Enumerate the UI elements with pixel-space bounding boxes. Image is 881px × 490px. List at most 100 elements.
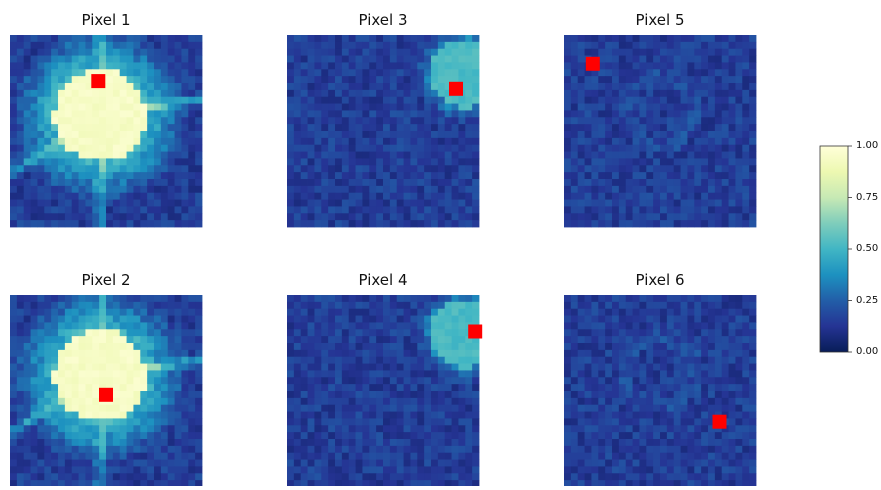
heatmap-cell bbox=[465, 83, 473, 91]
heatmap-cell bbox=[742, 76, 750, 84]
heatmap-cell bbox=[71, 69, 79, 77]
heatmap-cell bbox=[355, 391, 363, 399]
heatmap-cell bbox=[30, 83, 38, 91]
heatmap-cell bbox=[396, 404, 404, 412]
heatmap-cell bbox=[632, 363, 640, 371]
heatmap-cell bbox=[30, 397, 38, 406]
heatmap-cell bbox=[355, 165, 363, 173]
heatmap-cell bbox=[646, 213, 654, 221]
heatmap-cell bbox=[451, 418, 459, 426]
heatmap-cell bbox=[78, 466, 86, 474]
heatmap-cell bbox=[23, 349, 31, 358]
heatmap-cell bbox=[458, 349, 466, 358]
heatmap-cell bbox=[23, 76, 31, 84]
heatmap-cell bbox=[314, 165, 322, 173]
heatmap-cell bbox=[64, 384, 73, 392]
heatmap-cell bbox=[64, 363, 73, 371]
heatmap-cell bbox=[85, 62, 93, 70]
heatmap-cell bbox=[195, 117, 203, 125]
heatmap-cell bbox=[85, 322, 93, 330]
heatmap-cell bbox=[577, 48, 585, 56]
heatmap-cell bbox=[424, 185, 432, 194]
heatmap-cell bbox=[742, 329, 750, 337]
heatmap-cell bbox=[348, 432, 356, 440]
heatmap-cell bbox=[23, 411, 31, 419]
heatmap-cell bbox=[44, 343, 52, 351]
heatmap-cell bbox=[58, 199, 66, 207]
heatmap-cell bbox=[293, 397, 302, 406]
heatmap-cell bbox=[591, 439, 599, 447]
heatmap-cell bbox=[687, 343, 695, 351]
heatmap-cell bbox=[321, 301, 329, 310]
heatmap-cell bbox=[403, 76, 411, 84]
heatmap-cell bbox=[160, 137, 169, 146]
heatmap-cell bbox=[735, 452, 743, 460]
heatmap-cell bbox=[701, 308, 709, 316]
heatmap-cell bbox=[369, 363, 377, 371]
heatmap-cell bbox=[653, 370, 661, 378]
heatmap-cell bbox=[666, 96, 675, 104]
heatmap-cell bbox=[10, 165, 18, 173]
heatmap-cell bbox=[472, 96, 480, 104]
heatmap-cell bbox=[444, 179, 452, 187]
heatmap-cell bbox=[335, 473, 343, 481]
heatmap-cell bbox=[355, 151, 363, 159]
heatmap-cell bbox=[16, 89, 25, 98]
heatmap-cell bbox=[451, 391, 459, 399]
heatmap-cell bbox=[16, 384, 25, 392]
heatmap-cell bbox=[126, 315, 134, 323]
heatmap-cell bbox=[369, 329, 377, 337]
heatmap-cell bbox=[666, 192, 675, 200]
heatmap-cell bbox=[742, 220, 750, 228]
heatmap-cell bbox=[694, 35, 702, 43]
heatmap-cell bbox=[570, 48, 579, 56]
heatmap-cell bbox=[728, 349, 736, 358]
heatmap-cell bbox=[570, 466, 579, 474]
heatmap-cell bbox=[10, 76, 18, 84]
heatmap-cell bbox=[653, 466, 661, 474]
heatmap-cell bbox=[23, 62, 31, 70]
heatmap-cell bbox=[16, 432, 25, 440]
heatmap-cell bbox=[673, 418, 681, 426]
heatmap-cell bbox=[403, 425, 411, 433]
heatmap-cell bbox=[51, 370, 59, 378]
heatmap-cell bbox=[328, 349, 336, 358]
heatmap-cell bbox=[78, 473, 86, 481]
heatmap-cell bbox=[140, 144, 148, 152]
heatmap-cell bbox=[85, 308, 93, 316]
heatmap-cell bbox=[728, 69, 736, 77]
heatmap-cell bbox=[188, 452, 196, 460]
heatmap-cell bbox=[749, 35, 757, 43]
heatmap-cell bbox=[174, 480, 182, 488]
heatmap-cell bbox=[160, 76, 169, 84]
heatmap-cell bbox=[341, 445, 350, 454]
heatmap-cell bbox=[92, 89, 100, 98]
heatmap-cell bbox=[389, 384, 398, 392]
heatmap-cell bbox=[639, 459, 647, 467]
heatmap-cell bbox=[293, 131, 302, 139]
heatmap-cell bbox=[680, 117, 688, 125]
heatmap-cell bbox=[30, 55, 38, 63]
heatmap-cell bbox=[431, 384, 439, 392]
heatmap-cell bbox=[410, 55, 418, 63]
heatmap-cell bbox=[570, 308, 579, 316]
heatmap-cell bbox=[167, 445, 175, 454]
heatmap-cell bbox=[410, 89, 418, 98]
heatmap-cell bbox=[410, 418, 418, 426]
heatmap-cell bbox=[147, 158, 155, 166]
heatmap-cell bbox=[44, 124, 52, 132]
heatmap-cell bbox=[605, 35, 613, 43]
heatmap-cell bbox=[660, 179, 668, 187]
heatmap-cell bbox=[618, 220, 627, 228]
heatmap-cell bbox=[570, 363, 579, 371]
heatmap-cell bbox=[570, 192, 579, 200]
heatmap-cell bbox=[701, 144, 709, 152]
heatmap-cell bbox=[321, 295, 329, 303]
heatmap-cell bbox=[160, 117, 169, 125]
heatmap-cell bbox=[181, 349, 189, 358]
heatmap-cell bbox=[174, 445, 182, 454]
heatmap-cell bbox=[444, 425, 452, 433]
heatmap-cell bbox=[71, 55, 79, 63]
heatmap-cell bbox=[458, 131, 466, 139]
heatmap-cell bbox=[680, 473, 688, 481]
